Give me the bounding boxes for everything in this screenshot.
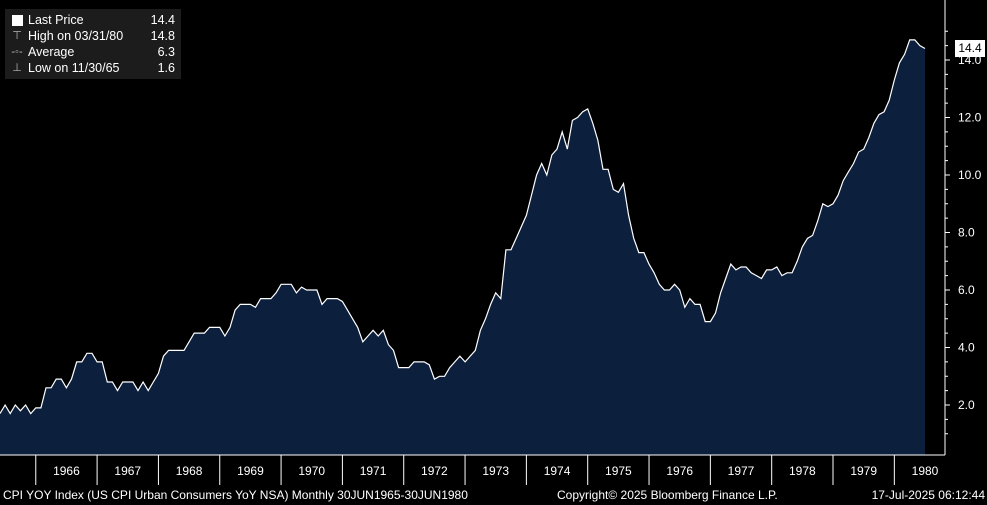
x-tick-label: 1979 [850,464,877,478]
legend-row-low: ⊥ Low on 11/30/65 1.6 [11,60,175,76]
footer-timestamp: 17-Jul-2025 06:12:44 [871,488,985,502]
x-tick-label: 1976 [666,464,693,478]
x-tick-label: 1973 [482,464,509,478]
legend: Last Price 14.4 ⊤ High on 03/31/80 14.8 … [5,9,181,79]
footer-series-description: CPI YOY Index (US CPI Urban Consumers Yo… [3,488,468,502]
footer-copyright: Copyright© 2025 Bloomberg Finance L.P. [557,488,778,502]
legend-row-high: ⊤ High on 03/31/80 14.8 [11,28,175,44]
y-tick-label: 2.0 [958,398,975,412]
x-tick-label: 1980 [912,464,939,478]
y-axis: 2.04.06.08.010.012.014.0 [945,30,982,435]
x-tick-label: 1972 [421,464,448,478]
x-tick-label: 1967 [114,464,141,478]
x-tick-label: 1978 [789,464,816,478]
y-tick-label: 12.0 [958,111,982,125]
x-tick-label: 1966 [53,464,80,478]
high-marker-icon: ⊤ [12,30,22,42]
legend-last-price-value: 14.4 [150,13,175,27]
legend-row-average: -◦- Average 6.3 [11,44,175,60]
low-marker-icon: ⊥ [12,62,22,74]
x-tick-label: 1975 [605,464,632,478]
y-tick-label: 10.0 [958,168,982,182]
last-price-tag: 14.4 [955,40,985,57]
x-tick-label: 1970 [298,464,325,478]
legend-average-value: 6.3 [157,45,175,59]
average-marker-icon: -◦- [11,46,23,58]
x-tick-label: 1968 [176,464,203,478]
legend-average-label: Average [28,45,75,59]
x-tick-label: 1977 [728,464,755,478]
y-tick-label: 8.0 [958,226,975,240]
y-tick-label: 6.0 [958,283,975,297]
x-tick-label: 1971 [360,464,387,478]
legend-last-price-label: Last Price [28,13,84,27]
legend-row-last-price: Last Price 14.4 [11,12,175,28]
x-tick-label: 1974 [544,464,571,478]
legend-low-label: Low on 11/30/65 [28,61,120,75]
legend-low-value: 1.6 [157,61,175,75]
series-area [0,39,925,456]
legend-high-label: High on 03/31/80 [28,29,124,43]
x-tick-label: 1969 [237,464,264,478]
legend-square-icon [11,13,23,27]
y-tick-label: 4.0 [958,341,975,355]
series-line [0,39,926,415]
x-axis: 1966 1967 1968 1969 1970 1971 1972 1973 1974 1975… [35,455,939,485]
legend-high-value: 14.8 [150,29,175,43]
